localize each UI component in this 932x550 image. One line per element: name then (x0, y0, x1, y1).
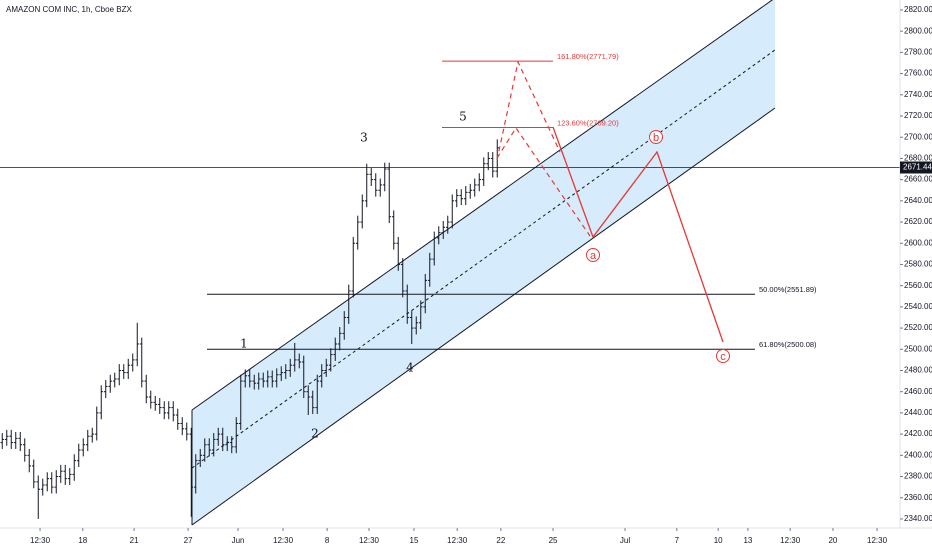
y-tick-label: 2720.00 (904, 111, 932, 120)
y-tick-label: 2660.00 (904, 175, 932, 184)
fib-label: 50.00%(2551.89) (759, 285, 817, 294)
y-tick-label: 2580.00 (904, 260, 932, 269)
y-tick-label: 2520.00 (904, 323, 932, 332)
wave-label: 4 (406, 361, 414, 375)
label-circle (586, 248, 600, 262)
x-tick-label: 12:30 (867, 536, 888, 545)
channel-upper (191, 0, 774, 411)
x-tick-label: 21 (130, 536, 139, 545)
fib-label: 123.60%(2709.20) (557, 118, 619, 127)
x-tick-label: Jul (620, 536, 630, 545)
y-tick-label: 2600.00 (904, 238, 932, 247)
x-tick-label: 10 (714, 536, 723, 545)
projection-label: a (590, 250, 597, 262)
y-tick-label: 2700.00 (904, 132, 932, 141)
projection-path (552, 126, 724, 343)
axis-layer: 2340.00 2360.00 2380.00 2400.00 2420.00 2440.… (30, 5, 932, 545)
label-circle (716, 349, 730, 363)
channel-lower (191, 107, 776, 526)
bars-layer (0, 139, 500, 519)
y-tick-label: 2340.00 (904, 514, 932, 523)
channel-fill (192, 0, 775, 525)
y-tick-label: 2740.00 (904, 90, 932, 99)
projection-dashed (496, 60, 561, 161)
y-tick-label: 2380.00 (904, 472, 932, 481)
projection-label: c (720, 351, 726, 363)
x-tick-label: 8 (325, 536, 330, 545)
price-axis-bg (900, 0, 932, 550)
y-tick-label: 2760.00 (904, 69, 932, 78)
x-tick-label: 20 (828, 536, 837, 545)
wave-label: 1 (240, 337, 248, 351)
x-tick-label: Jun (232, 536, 245, 545)
y-tick-label: 2460.00 (904, 387, 932, 396)
y-tick-label: 2480.00 (904, 366, 932, 375)
y-tick-label: 2500.00 (904, 344, 932, 353)
projection-dashed (496, 126, 591, 237)
y-tick-label: 2560.00 (904, 281, 932, 290)
x-tick-label: 12:30 (359, 536, 380, 545)
x-tick-label: 12:30 (273, 536, 294, 545)
y-tick-label: 2680.00 (904, 154, 932, 163)
projection-label: b (653, 132, 659, 144)
y-tick-label: 2400.00 (904, 450, 932, 459)
label-circle (649, 130, 663, 144)
x-tick-label: 22 (496, 536, 505, 545)
wave-label: 5 (459, 110, 467, 124)
x-tick-label: 13 (743, 536, 752, 545)
wave-label: 2 (311, 427, 319, 441)
wave-label: 3 (360, 131, 368, 145)
fib-label: 61.80%(2500.08) (759, 340, 817, 349)
x-tick-label: 25 (549, 536, 558, 545)
x-tick-label: 15 (410, 536, 419, 545)
fib-layer: 161.80%(2771.79) 123.60%(2709.20) 50.00%(2… (0, 52, 900, 350)
current-price-tag (900, 161, 932, 174)
x-tick-label: 27 (184, 536, 193, 545)
x-tick-label: 7 (675, 536, 680, 545)
y-tick-label: 2620.00 (904, 217, 932, 226)
x-tick-label: 18 (78, 536, 87, 545)
x-tick-label: 12:30 (30, 536, 51, 545)
current-price-label: 2671.44 (903, 163, 932, 172)
y-tick-label: 2540.00 (904, 302, 932, 311)
y-tick-label: 2440.00 (904, 408, 932, 417)
y-tick-label: 2800.00 (904, 26, 932, 35)
x-tick-label: 12:30 (780, 536, 801, 545)
chart-title: AMAZON COM INC, 1h, Cboe BZX (6, 5, 132, 14)
fib-label: 161.80%(2771.79) (557, 52, 619, 61)
y-tick-label: 2640.00 (904, 196, 932, 205)
y-tick-label: 2420.00 (904, 429, 932, 438)
y-tick-label: 2360.00 (904, 493, 932, 502)
y-tick-label: 2780.00 (904, 47, 932, 56)
x-tick-label: 12:30 (447, 536, 468, 545)
y-tick-label: 2820.00 (904, 5, 932, 14)
